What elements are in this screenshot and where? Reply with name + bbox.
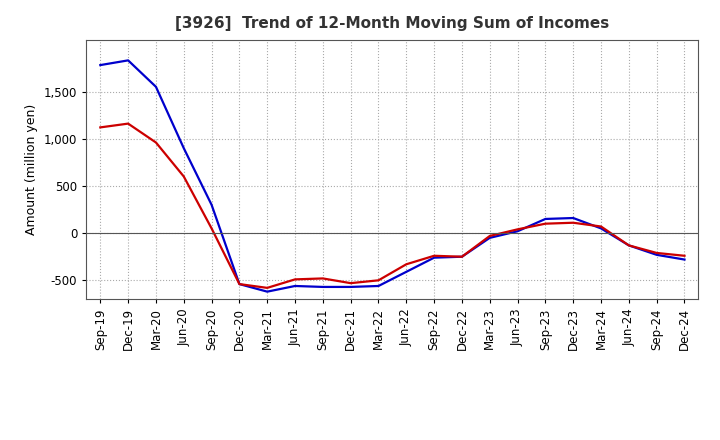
- Net Income: [346, 281, 355, 286]
- Ordinary Income: [207, 202, 216, 207]
- Net Income: [152, 140, 161, 145]
- Net Income: [207, 226, 216, 231]
- Net Income: [402, 262, 410, 267]
- Net Income: [124, 121, 132, 126]
- Net Income: [430, 253, 438, 258]
- Ordinary Income: [513, 229, 522, 234]
- Y-axis label: Amount (million yen): Amount (million yen): [25, 104, 38, 235]
- Net Income: [569, 220, 577, 225]
- Ordinary Income: [485, 235, 494, 241]
- Ordinary Income: [624, 243, 633, 248]
- Net Income: [291, 277, 300, 282]
- Ordinary Income: [569, 215, 577, 220]
- Ordinary Income: [652, 252, 661, 257]
- Ordinary Income: [291, 283, 300, 289]
- Ordinary Income: [179, 146, 188, 151]
- Ordinary Income: [458, 254, 467, 259]
- Net Income: [458, 254, 467, 259]
- Net Income: [235, 282, 243, 287]
- Ordinary Income: [680, 257, 689, 262]
- Ordinary Income: [374, 283, 383, 289]
- Net Income: [541, 221, 550, 226]
- Ordinary Income: [430, 255, 438, 260]
- Ordinary Income: [346, 284, 355, 290]
- Ordinary Income: [124, 58, 132, 63]
- Net Income: [513, 227, 522, 232]
- Net Income: [485, 233, 494, 238]
- Net Income: [96, 125, 104, 130]
- Line: Ordinary Income: Ordinary Income: [100, 60, 685, 292]
- Net Income: [652, 250, 661, 256]
- Net Income: [597, 224, 606, 229]
- Ordinary Income: [152, 84, 161, 89]
- Net Income: [374, 278, 383, 283]
- Ordinary Income: [318, 284, 327, 290]
- Ordinary Income: [541, 216, 550, 222]
- Ordinary Income: [402, 269, 410, 275]
- Ordinary Income: [96, 62, 104, 68]
- Net Income: [318, 276, 327, 281]
- Line: Net Income: Net Income: [100, 124, 685, 288]
- Net Income: [680, 253, 689, 258]
- Net Income: [179, 174, 188, 179]
- Net Income: [624, 243, 633, 248]
- Ordinary Income: [597, 226, 606, 231]
- Title: [3926]  Trend of 12-Month Moving Sum of Incomes: [3926] Trend of 12-Month Moving Sum of I…: [175, 16, 610, 32]
- Ordinary Income: [235, 282, 243, 287]
- Ordinary Income: [263, 289, 271, 294]
- Net Income: [263, 285, 271, 290]
